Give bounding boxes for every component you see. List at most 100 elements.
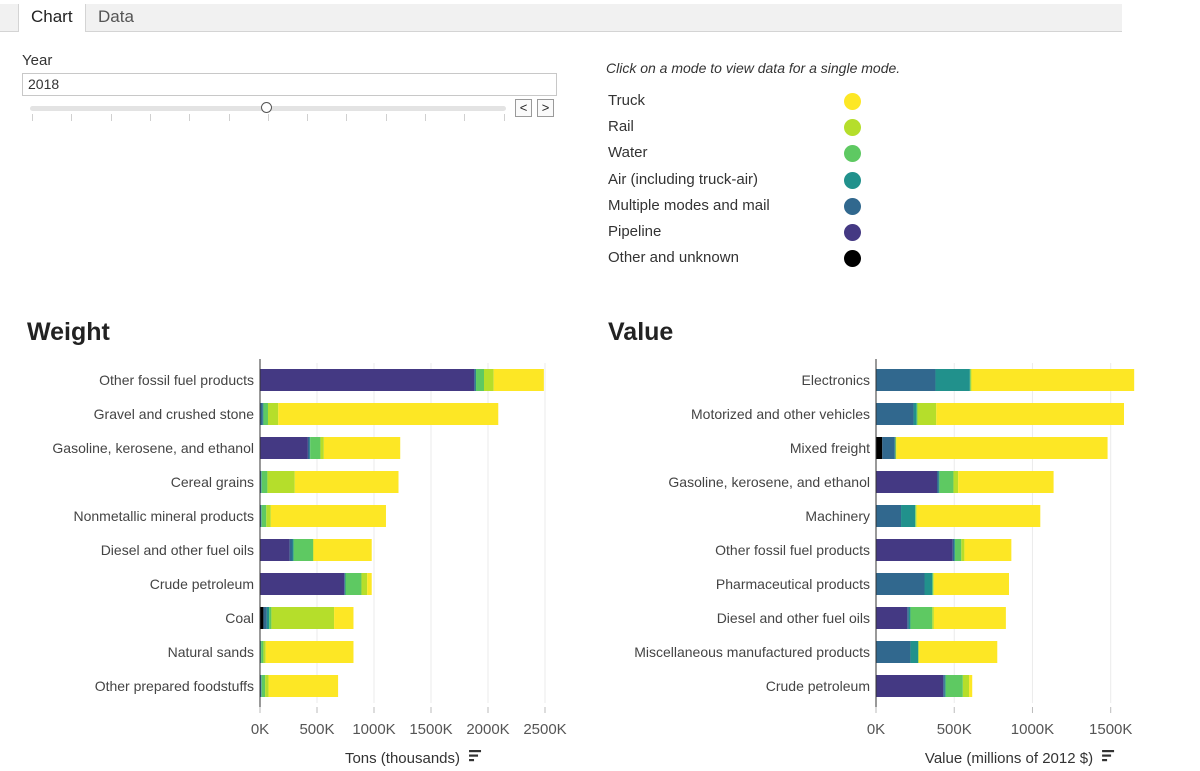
legend-item[interactable]: Rail <box>608 116 868 138</box>
bar-segment[interactable] <box>882 437 895 459</box>
bar-segment[interactable] <box>292 539 294 561</box>
bar-segment[interactable] <box>260 403 263 425</box>
bar-segment[interactable] <box>345 573 362 595</box>
bar-segment[interactable] <box>917 403 937 425</box>
bar-segment[interactable] <box>952 539 955 561</box>
year-next-button[interactable]: > <box>537 99 554 117</box>
bar-segment[interactable] <box>876 403 914 425</box>
year-slider-thumb[interactable] <box>261 102 272 113</box>
bar-segment[interactable] <box>475 369 477 391</box>
bar-segment[interactable] <box>955 539 962 561</box>
bar-segment[interactable] <box>945 675 963 697</box>
bar-segment[interactable] <box>261 675 266 697</box>
sort-icon[interactable] <box>469 750 482 762</box>
bar-segment[interactable] <box>367 573 372 595</box>
bar-segment[interactable] <box>932 607 934 629</box>
bar-segment[interactable] <box>265 641 354 663</box>
bar-segment[interactable] <box>476 369 485 391</box>
bar-segment[interactable] <box>307 437 310 459</box>
bar-segment[interactable] <box>910 607 933 629</box>
legend-item[interactable]: Pipeline <box>608 221 868 243</box>
bar-segment[interactable] <box>933 607 1006 629</box>
bar-segment[interactable] <box>267 471 295 493</box>
bar-segment[interactable] <box>876 369 936 391</box>
bar-segment[interactable] <box>907 607 909 629</box>
bar-segment[interactable] <box>263 403 268 425</box>
bar-segment[interactable] <box>361 573 368 595</box>
bar-segment[interactable] <box>266 607 270 629</box>
bar-segment[interactable] <box>933 573 1009 595</box>
bar-segment[interactable] <box>933 573 934 595</box>
bar-segment[interactable] <box>310 437 321 459</box>
bar-segment[interactable] <box>894 437 896 459</box>
bar-segment[interactable] <box>915 505 916 527</box>
bar-segment[interactable] <box>876 437 883 459</box>
bar-segment[interactable] <box>266 505 271 527</box>
bar-segment[interactable] <box>901 505 916 527</box>
bar-segment[interactable] <box>261 471 268 493</box>
bar-segment[interactable] <box>913 403 917 425</box>
bar-segment[interactable] <box>961 539 965 561</box>
bar-segment[interactable] <box>876 505 902 527</box>
bar-segment[interactable] <box>344 573 345 595</box>
bar-segment[interactable] <box>289 539 293 561</box>
bar-segment[interactable] <box>260 641 262 663</box>
bar-segment[interactable] <box>939 471 954 493</box>
bar-segment[interactable] <box>260 675 262 697</box>
sort-icon[interactable] <box>1102 750 1115 762</box>
bar-segment[interactable] <box>876 607 908 629</box>
bar-segment[interactable] <box>261 505 262 527</box>
year-prev-button[interactable]: < <box>515 99 532 117</box>
bar-segment[interactable] <box>924 573 933 595</box>
bar-segment[interactable] <box>938 471 940 493</box>
bar-segment[interactable] <box>269 607 272 629</box>
bar-segment[interactable] <box>270 505 386 527</box>
legend-item[interactable]: Truck <box>608 90 868 112</box>
bar-segment[interactable] <box>876 641 911 663</box>
bar-segment[interactable] <box>969 675 973 697</box>
bar-segment[interactable] <box>260 437 308 459</box>
bar-segment[interactable] <box>969 369 971 391</box>
bar-segment[interactable] <box>313 539 314 561</box>
bar-segment[interactable] <box>474 369 476 391</box>
legend-item[interactable]: Water <box>608 142 868 164</box>
bar-segment[interactable] <box>876 539 953 561</box>
bar-segment[interactable] <box>294 471 399 493</box>
bar-segment[interactable] <box>932 573 934 595</box>
bar-segment[interactable] <box>344 573 346 595</box>
legend-item[interactable]: Multiple modes and mail <box>608 195 868 217</box>
bar-segment[interactable] <box>936 403 1125 425</box>
legend-item[interactable]: Air (including truck-air) <box>608 169 868 191</box>
bar-segment[interactable] <box>260 505 262 527</box>
bar-segment[interactable] <box>962 675 970 697</box>
bar-segment[interactable] <box>260 369 475 391</box>
bar-segment[interactable] <box>313 539 372 561</box>
bar-segment[interactable] <box>334 607 354 629</box>
bar-segment[interactable] <box>943 675 945 697</box>
bar-segment[interactable] <box>958 471 1054 493</box>
bar-segment[interactable] <box>262 403 264 425</box>
bar-segment[interactable] <box>493 369 544 391</box>
bar-segment[interactable] <box>267 403 279 425</box>
bar-segment[interactable] <box>964 539 1012 561</box>
bar-segment[interactable] <box>937 471 939 493</box>
bar-segment[interactable] <box>260 471 262 493</box>
bar-segment[interactable] <box>309 437 311 459</box>
bar-segment[interactable] <box>293 539 314 561</box>
bar-segment[interactable] <box>970 369 972 391</box>
bar-segment[interactable] <box>263 607 267 629</box>
bar-segment[interactable] <box>918 641 920 663</box>
bar-segment[interactable] <box>484 369 494 391</box>
bar-segment[interactable] <box>261 471 262 493</box>
bar-segment[interactable] <box>908 607 911 629</box>
tab-chart[interactable]: Chart <box>18 4 86 32</box>
bar-segment[interactable] <box>260 539 290 561</box>
bar-segment[interactable] <box>895 437 897 459</box>
bar-segment[interactable] <box>320 437 324 459</box>
bar-segment[interactable] <box>953 471 959 493</box>
bar-segment[interactable] <box>916 403 918 425</box>
year-input[interactable]: 2018 <box>22 73 557 96</box>
bar-segment[interactable] <box>876 675 944 697</box>
bar-segment[interactable] <box>278 403 499 425</box>
bar-segment[interactable] <box>323 437 401 459</box>
